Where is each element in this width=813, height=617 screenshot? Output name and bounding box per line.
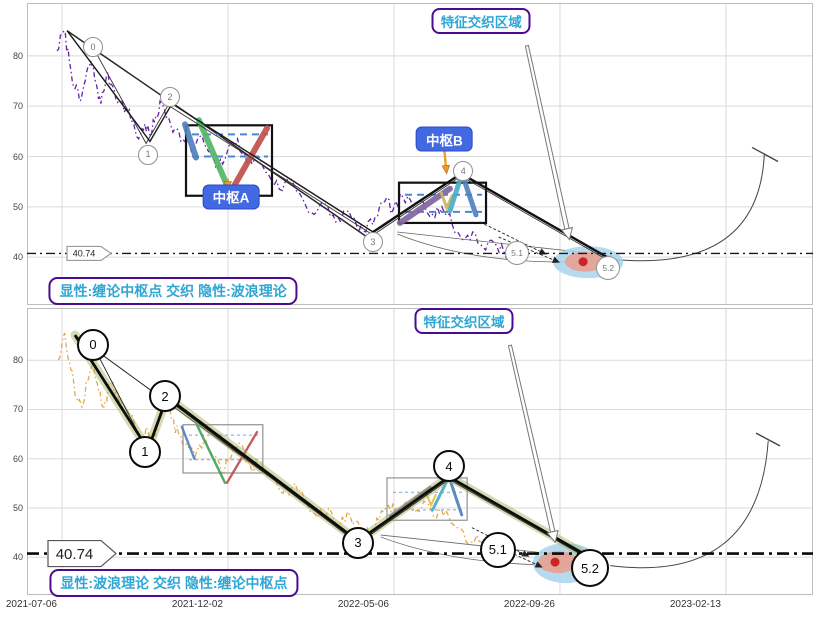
hub-a-label: 中枢A [202, 184, 260, 210]
wave-main-line [73, 334, 601, 565]
pointer-arrowhead [551, 256, 560, 263]
x-tick-label: 2022-05-06 [337, 599, 389, 610]
feature-interweave-region-label-top: 特征交织区域 [431, 8, 531, 35]
big-pointer-arrowhead [546, 529, 559, 544]
x-tick-label: 2023-02-13 [669, 599, 721, 610]
pivot-marker-5.2: 5.2 [571, 549, 609, 588]
y-tick-label: 80 [12, 355, 23, 366]
hub-b-label: 中枢B [415, 126, 473, 152]
big-pointer-arrow-shaft [507, 344, 556, 533]
hub-box [182, 424, 264, 474]
price-series-path [56, 29, 515, 262]
hub-box [397, 181, 488, 225]
y-tick-label: 70 [12, 101, 23, 112]
feature-interweave-region-label-bottom: 特征交织区域 [414, 307, 514, 334]
price-level-tag [66, 245, 113, 262]
x-tick-label: 2022-09-26 [503, 599, 555, 610]
x-tick-label: 2021-07-06 [5, 599, 57, 610]
big-pointer-arrowhead [560, 226, 574, 241]
hub-stroke-segment [431, 475, 451, 512]
projection-arc [601, 154, 765, 262]
y-tick-label: 40 [12, 552, 23, 563]
hub-stroke-segment [388, 485, 432, 518]
hub-stroke-segment [229, 125, 270, 193]
hub-stroke-segment [425, 492, 437, 508]
price-level-tag [47, 539, 117, 568]
pivot-marker-5.1: 5.1 [505, 241, 530, 266]
pivot-marker-4: 4 [433, 450, 465, 483]
wave-main-line [66, 30, 374, 233]
target-dot [550, 557, 560, 567]
pivot-marker-5.2: 5.2 [596, 256, 621, 281]
y-tick-label: 50 [12, 502, 23, 513]
hub-stroke-segment [225, 430, 259, 484]
pivot-marker-4: 4 [453, 161, 474, 182]
wave-ghost-line [92, 47, 608, 261]
price-level-tag-text: 40.74 [73, 249, 96, 259]
pivot-marker-2: 2 [149, 380, 182, 413]
pointer-arrowhead [534, 561, 543, 568]
y-tick-label: 40 [12, 252, 23, 263]
big-pointer-arrow-shaft [524, 44, 570, 230]
pivot-marker-1: 1 [128, 435, 161, 468]
arc-endcap [755, 432, 781, 447]
projection-arc [610, 440, 769, 569]
y-tick-label: 50 [12, 201, 23, 212]
x-tick-label: 2021-12-02 [171, 599, 223, 610]
y-tick-label: 80 [12, 50, 23, 61]
pivot-marker-3: 3 [341, 526, 374, 559]
y-tick-label: 70 [12, 404, 23, 415]
pointer-line [479, 221, 546, 255]
target-dot [578, 257, 588, 267]
y-tick-label: 60 [12, 151, 23, 162]
pivot-marker-1: 1 [138, 144, 159, 165]
hub-stroke-segment [180, 425, 196, 460]
hub-stroke-segment [447, 475, 464, 517]
pivot-marker-0: 0 [83, 37, 104, 58]
price-level-tag-text: 40.74 [56, 546, 94, 563]
y-tick-label: 60 [12, 453, 23, 464]
pivot-marker-3: 3 [362, 232, 383, 253]
hub-arrowhead [441, 164, 450, 175]
channel-line [66, 30, 374, 242]
pointer-line [498, 236, 560, 263]
price-series-path [57, 332, 498, 556]
pivot-marker-5.1: 5.1 [479, 531, 516, 568]
pivot-marker-2: 2 [160, 87, 181, 108]
hub-arrow-shaft [443, 150, 448, 168]
hub-box [386, 477, 468, 521]
hub-stroke-segment [439, 191, 454, 212]
arc-endcap [751, 146, 779, 163]
hub-stroke-segment [196, 117, 233, 195]
hub-stroke-segment [182, 121, 199, 161]
caption-bottom-explicit-wave-implicit-chan: 显性:波浪理论 交织 隐性:缠论中枢点 [49, 568, 299, 597]
pointer-arrowhead [521, 550, 530, 557]
caption-top-explicit-chan-implicit-wave: 显性:缠论中枢点 交织 隐性:波浪理论 [48, 277, 298, 306]
pivot-marker-0: 0 [77, 328, 110, 361]
hub-stroke-segment [195, 423, 227, 484]
